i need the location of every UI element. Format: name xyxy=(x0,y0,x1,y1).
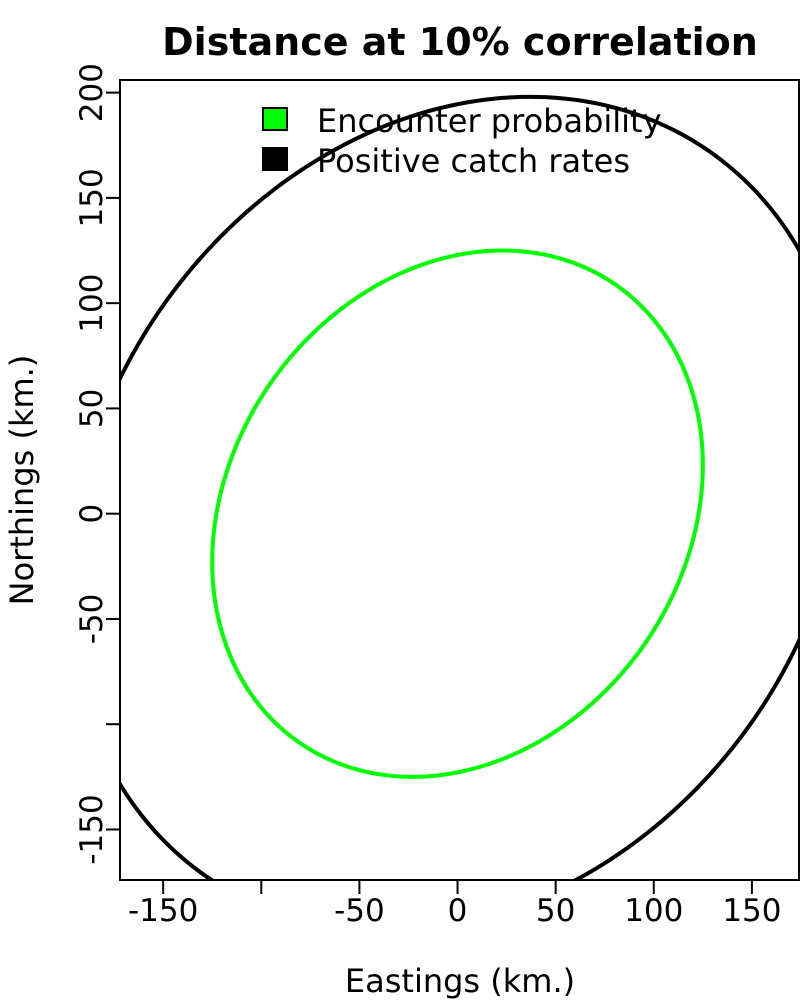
y-tick-label: 150 xyxy=(74,168,110,227)
chart-title: Distance at 10% correlation xyxy=(162,20,758,64)
y-tick-label: -50 xyxy=(74,594,110,645)
x-tick-label: 50 xyxy=(536,893,575,929)
legend-label: Encounter probability xyxy=(317,102,662,140)
series-ellipse-2 xyxy=(120,94,799,880)
y-axis-label: Northings (km.) xyxy=(3,355,41,606)
x-axis-label: Eastings (km.) xyxy=(345,962,575,1000)
x-tick-label: 100 xyxy=(624,893,683,929)
y-tick-label: 200 xyxy=(74,63,110,122)
legend-swatch xyxy=(262,107,288,131)
legend-label: Positive catch rates xyxy=(317,142,630,180)
series-layer xyxy=(120,94,799,880)
y-tick-label: 0 xyxy=(74,504,110,524)
x-tick-label: 150 xyxy=(722,893,781,929)
y-tick-label: 50 xyxy=(74,389,110,428)
y-tick-label: -150 xyxy=(74,794,110,864)
series-ellipse-1 xyxy=(210,248,705,779)
x-tick-label: -50 xyxy=(334,893,385,929)
x-tick-label: 0 xyxy=(448,893,468,929)
plot-frame xyxy=(119,79,800,881)
legend-swatch xyxy=(262,147,288,171)
x-tick-label: -150 xyxy=(128,893,198,929)
y-tick-label: 100 xyxy=(74,274,110,333)
x-axis: -150 -50 0 50 100 150 xyxy=(128,880,781,929)
y-axis: -150 -50 0 50 100 150 200 xyxy=(74,63,120,865)
